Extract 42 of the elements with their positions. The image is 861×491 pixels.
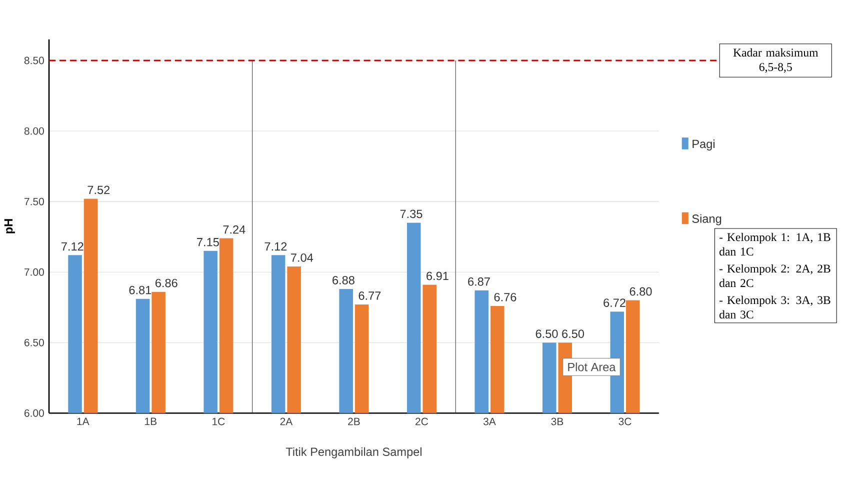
data-label: 6.50 [536, 330, 558, 338]
x-tick-label: 3C [618, 418, 632, 426]
y-tick-label: 6.50 [24, 338, 44, 346]
annotation: Plot Area [568, 362, 616, 372]
data-label: 6.86 [156, 278, 178, 288]
x-tick-label: 2A [280, 418, 293, 426]
data-label: 6.72 [604, 298, 626, 308]
y-tick-label: 8.00 [24, 127, 44, 135]
y-tick-label: 8.50 [24, 56, 44, 64]
text: - Kelompok 3: 3A, 3B dan 3C [720, 296, 830, 319]
data-label: 6.77 [358, 292, 381, 300]
x-tick-label: 3A [483, 418, 496, 426]
data-label: 7.35 [400, 210, 422, 218]
x-tick-label: 2B [348, 418, 360, 426]
data-label: 6.50 [562, 330, 584, 338]
legend-label: Pagi [692, 140, 714, 151]
data-label: 7.52 [88, 186, 110, 194]
x-tick-label: 2C [416, 418, 428, 426]
x-tick-label: 1C [212, 418, 225, 426]
text: - Kelompok 2: 2A, 2B dan 2C [720, 264, 830, 288]
x-axis-title: Titik Pengambilan Sampel [286, 447, 422, 458]
data-label: 7.12 [62, 242, 84, 251]
x-tick-label: 1B [145, 418, 157, 426]
data-label: 7.24 [223, 225, 246, 234]
data-label: 6.87 [468, 277, 490, 286]
ref-line-label: Kadar maksimum 6,5-8,5 [733, 48, 818, 73]
data-label: 6.80 [630, 287, 652, 296]
x-tick-label: 3B [551, 418, 564, 426]
y-tick-label: 7.50 [24, 198, 44, 206]
data-label: 6.81 [129, 286, 152, 294]
data-label: 7.04 [291, 254, 314, 262]
legend-label: Siang [692, 214, 722, 226]
data-label: 6.88 [332, 276, 354, 284]
data-label: 7.15 [197, 238, 219, 246]
text: - Kelompok 1: 1A, 1B dan 1C [720, 232, 830, 256]
data-label: 6.91 [426, 272, 448, 280]
x-tick-label: 1A [77, 418, 90, 426]
data-label: 7.12 [264, 242, 287, 251]
y-tick-label: 7.00 [24, 268, 44, 276]
y-axis-title: pH [4, 219, 15, 234]
data-label: 6.76 [494, 293, 516, 302]
y-tick-label: 6.00 [24, 410, 44, 417]
